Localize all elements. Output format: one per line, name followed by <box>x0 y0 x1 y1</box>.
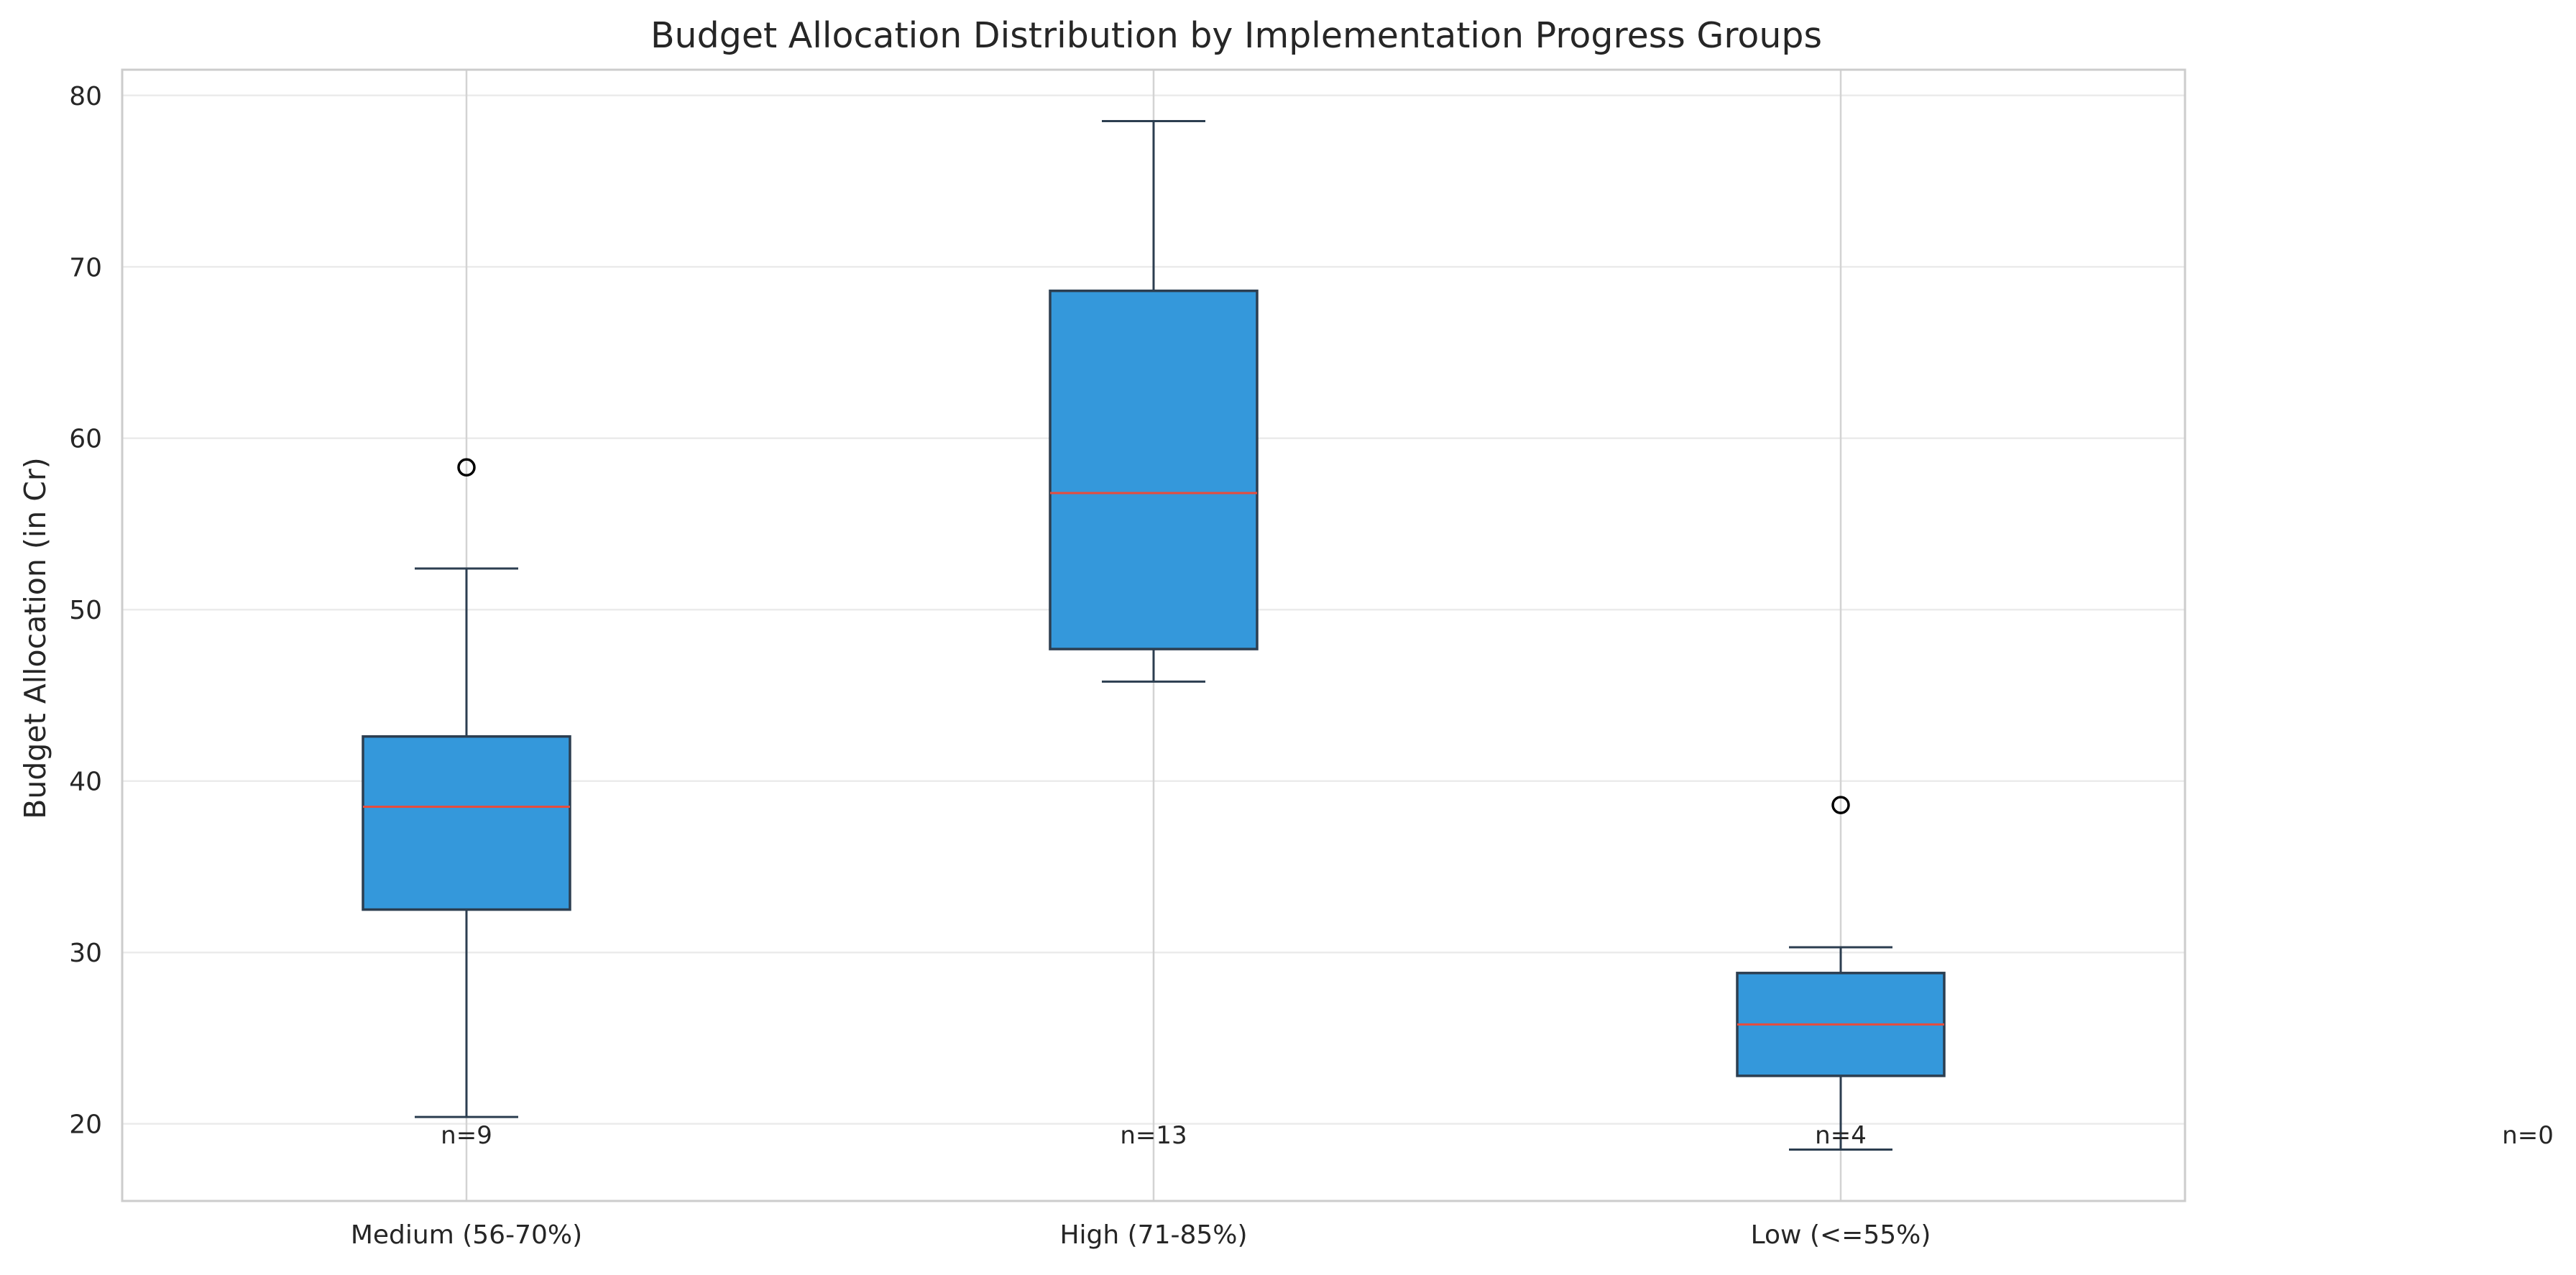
box-body <box>1049 289 1259 650</box>
x-tick-label: Low (<=55%) <box>1751 1220 1931 1250</box>
count-label: n=4 <box>1815 1121 1867 1150</box>
box-group <box>1736 796 1946 1151</box>
box-body <box>362 735 571 911</box>
count-label: n=13 <box>1120 1121 1187 1150</box>
y-tick-label: 40 <box>69 768 102 797</box>
count-label: n=0 <box>2502 1121 2554 1150</box>
y-tick-label: 70 <box>69 253 102 282</box>
y-tick-label: 80 <box>69 82 102 111</box>
x-tick-label: Medium (56-70%) <box>351 1220 582 1250</box>
outlier-point <box>457 458 476 477</box>
y-tick-label: 50 <box>69 596 102 625</box>
tick-layer: 20 30 40 50 60 70 80 Medium (56-70%) High (71-85… <box>69 82 1931 1250</box>
y-tick-label: 20 <box>69 1110 102 1140</box>
plot-frame <box>121 68 2186 1202</box>
outlier-point <box>1831 796 1850 814</box>
x-tick-label: High (71-85%) <box>1059 1220 1247 1250</box>
count-layer: n=9 n=13 n=4 n=0 <box>441 1121 2554 1150</box>
y-tick-label: 60 <box>69 425 102 454</box>
box-group <box>1049 120 1259 683</box>
count-label: n=9 <box>441 1121 492 1150</box>
chart-title: Budget Allocation Distribution by Implem… <box>650 15 1822 56</box>
box-group <box>362 458 571 1118</box>
box-layer <box>362 120 1946 1151</box>
y-axis-label: Budget Allocation (in Cr) <box>18 457 52 819</box>
y-tick-label: 30 <box>69 939 102 968</box>
